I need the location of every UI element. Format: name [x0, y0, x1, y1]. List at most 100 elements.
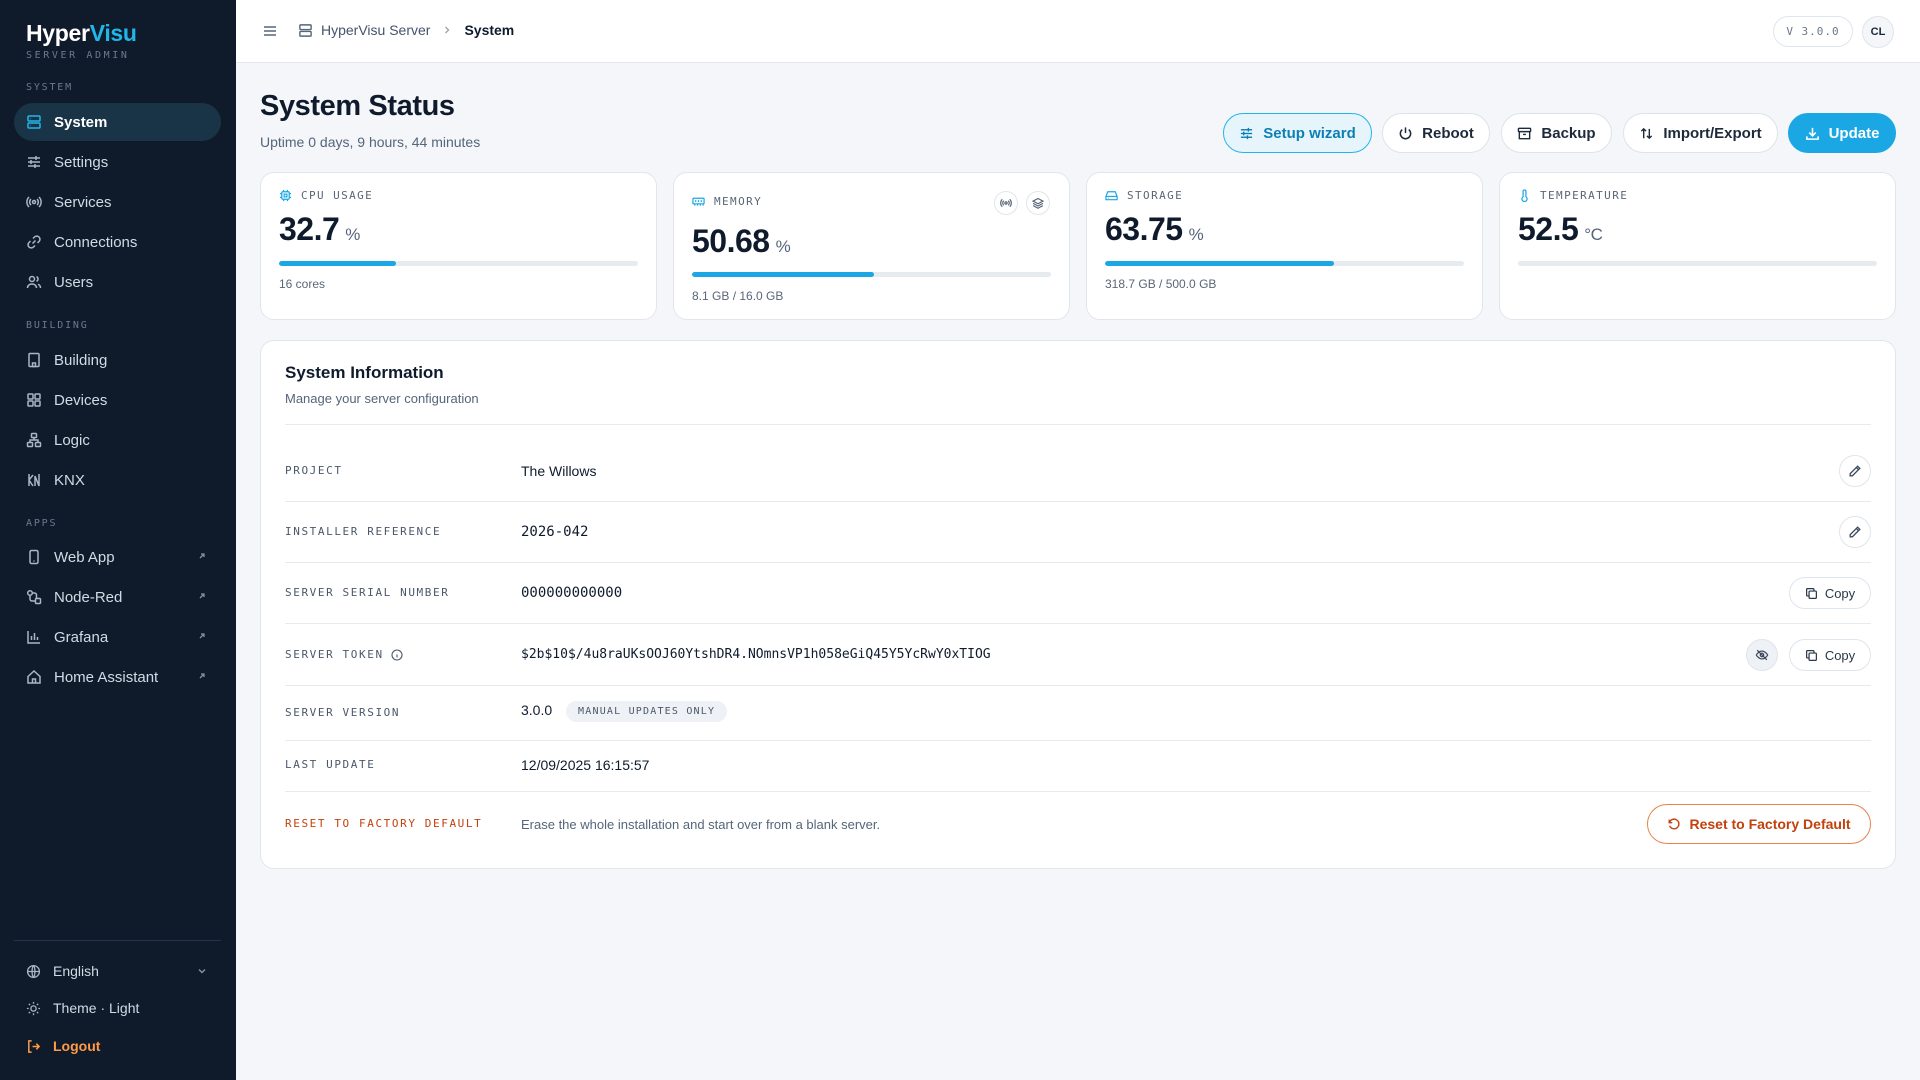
storage-card: STORAGE 63.75% 318.7 GB / 500.0 GB [1086, 172, 1483, 320]
app-logo[interactable]: HyperVisu [26, 20, 137, 46]
backup-label: Backup [1541, 124, 1596, 142]
link-icon [27, 235, 41, 249]
theme-toggle[interactable]: Theme · Light [14, 992, 221, 1024]
copy-icon [1805, 649, 1817, 661]
chevron-down-icon [198, 969, 206, 974]
sidebar-item-grafana[interactable]: Grafana [14, 618, 221, 656]
cpu-value: 32.7 [279, 211, 340, 247]
sidebar-item-users[interactable]: Users [14, 263, 221, 301]
sidebar-item-label: Users [54, 273, 94, 291]
logo-subtitle: SERVER ADMIN [26, 50, 130, 61]
sidebar-item-label: Logic [54, 431, 90, 449]
menu-icon[interactable] [262, 23, 278, 39]
sidebar-item-settings[interactable]: Settings [14, 143, 221, 181]
sidebar-item-knx[interactable]: KNX [14, 461, 221, 499]
temperature-card: TEMPERATURE 52.5 °C [1499, 172, 1896, 320]
edit-installer-button[interactable] [1839, 516, 1871, 548]
sidebar-item-label: Devices [54, 391, 108, 409]
version-value: 3.0.0 [521, 702, 553, 719]
project-label: PROJECT [285, 464, 343, 477]
memory-broadcast-button[interactable] [994, 191, 1018, 215]
sidebar-item-devices[interactable]: Devices [14, 381, 221, 419]
import-export-label: Import/Export [1663, 124, 1762, 142]
row-divider [285, 501, 1871, 502]
reboot-button[interactable]: Reboot [1382, 113, 1490, 153]
sidebar-item-system[interactable]: System [14, 103, 221, 141]
logout-button[interactable]: Logout [14, 1030, 221, 1062]
project-value: The Willows [521, 463, 597, 479]
cpu-label-wrap: CPU USAGE [279, 189, 373, 202]
avatar[interactable]: CL [1862, 16, 1894, 48]
backup-button[interactable]: Backup [1501, 113, 1612, 153]
topbar: HyperVisu Server System V 3.0.0 CL [236, 0, 1920, 63]
toggle-token-visibility-button[interactable] [1746, 639, 1778, 671]
sidebar-item-logic[interactable]: Logic [14, 421, 221, 459]
edit-project-button[interactable] [1839, 455, 1871, 487]
copy-label: Copy [1824, 647, 1856, 663]
reboot-label: Reboot [1422, 124, 1474, 142]
token-label: SERVER TOKEN [285, 648, 384, 661]
info-icon[interactable] [391, 648, 403, 661]
chart-icon [27, 631, 40, 644]
uptime-text: Uptime 0 days, 9 hours, 44 minutes [260, 134, 481, 150]
flow-icon [26, 589, 42, 605]
system-info-card: System Information Manage your server co… [260, 340, 1896, 869]
token-value: $2b$10$/4u8raUKsOOJ60YtshDR4.NOmnsVP1h05… [521, 647, 991, 662]
page-title: System Status [260, 90, 455, 122]
memory-label-wrap: MEMORY [692, 195, 762, 208]
breadcrumb-current: System [464, 22, 515, 38]
row-divider [285, 740, 1871, 741]
memory-unit: % [775, 237, 791, 256]
memory-progress-fill [692, 272, 874, 277]
memory-layers-button[interactable] [1026, 191, 1050, 215]
sidebar-item-building[interactable]: Building [14, 341, 221, 379]
sidebar-item-home-assistant[interactable]: Home Assistant [14, 658, 221, 696]
sidebar-item-node-red[interactable]: Node-Red [14, 578, 221, 616]
sidebar-item-label: System [54, 113, 108, 131]
archive-icon [1518, 127, 1532, 139]
server-icon [299, 23, 312, 37]
storage-progress-fill [1105, 261, 1334, 266]
sidebar-divider [14, 940, 221, 941]
temperature-value-wrap: 52.5 °C [1518, 211, 1603, 248]
copy-serial-button[interactable]: Copy [1789, 577, 1871, 609]
memory-progress [692, 272, 1051, 277]
section-label-system: SYSTEM [26, 82, 73, 93]
sidebar-item-label: Web App [54, 548, 115, 566]
power-icon [1399, 126, 1412, 139]
temperature-label: TEMPERATURE [1540, 189, 1629, 202]
row-divider [285, 685, 1871, 686]
sidebar: HyperVisu SERVER ADMIN SYSTEM System Set… [0, 0, 236, 1080]
broadcast-icon [26, 196, 42, 208]
import-export-button[interactable]: Import/Export [1623, 113, 1778, 153]
home-icon [27, 669, 41, 684]
copy-token-button[interactable]: Copy [1789, 639, 1871, 671]
sidebar-item-label: Node-Red [54, 588, 123, 606]
setup-wizard-button[interactable]: Setup wizard [1223, 113, 1372, 153]
section-title: System Information [285, 363, 444, 382]
version-badge: V 3.0.0 [1773, 16, 1853, 47]
sidebar-item-connections[interactable]: Connections [14, 223, 221, 261]
sidebar-item-services[interactable]: Services [14, 183, 221, 221]
sidebar-item-web-app[interactable]: Web App [14, 538, 221, 576]
rotate-ccw-icon [1668, 818, 1681, 830]
language-selector[interactable]: English [14, 955, 221, 987]
external-link-icon [199, 593, 205, 599]
breadcrumb-root[interactable]: HyperVisu Server [321, 22, 431, 38]
memory-icon [692, 197, 705, 206]
setup-wizard-label: Setup wizard [1263, 124, 1356, 142]
reset-factory-button[interactable]: Reset to Factory Default [1647, 804, 1871, 844]
reset-label: RESET TO FACTORY DEFAULT [285, 817, 483, 830]
update-button[interactable]: Update [1788, 113, 1896, 153]
storage-progress [1105, 261, 1464, 266]
row-divider [285, 424, 1871, 425]
external-link-icon [199, 553, 205, 559]
eye-off-icon [1755, 649, 1769, 661]
logout-icon [28, 1039, 41, 1053]
sidebar-item-label: Grafana [54, 628, 109, 646]
grid-icon [27, 393, 41, 407]
installer-value: 2026-042 [521, 524, 589, 540]
sliders-icon [28, 156, 40, 168]
sidebar-item-label: Services [54, 193, 112, 211]
reset-description: Erase the whole installation and start o… [521, 817, 881, 832]
